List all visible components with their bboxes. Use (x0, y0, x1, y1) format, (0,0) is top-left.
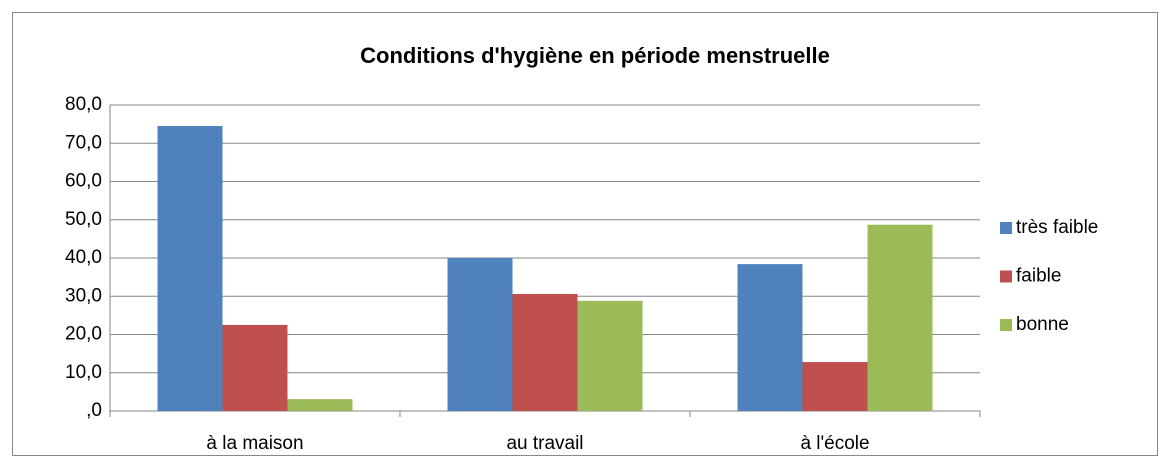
y-tick-label: 20,0 (65, 324, 102, 345)
y-tick-label: 70,0 (65, 132, 102, 153)
bar (867, 224, 933, 411)
bar (737, 264, 803, 411)
x-tick-label: à la maison (206, 433, 303, 454)
legend-label: bonne (1016, 314, 1069, 335)
bar (287, 399, 353, 411)
bar (577, 300, 643, 411)
y-tick-label: ,0 (86, 400, 102, 421)
legend-label: faible (1016, 266, 1061, 287)
legend-swatch (1000, 222, 1012, 234)
bar (222, 324, 288, 411)
y-tick-label: 50,0 (65, 209, 102, 230)
bar (157, 126, 223, 411)
legend-swatch (1000, 319, 1012, 331)
y-tick-label: 80,0 (65, 94, 102, 115)
y-tick-label: 30,0 (65, 285, 102, 306)
bar (512, 293, 578, 411)
bar (447, 258, 513, 411)
legend-swatch (1000, 270, 1012, 283)
y-tick-label: 60,0 (65, 171, 102, 192)
x-tick-label: à l'école (800, 433, 869, 454)
y-tick-label: 10,0 (65, 362, 102, 383)
x-tick-label: au travail (506, 433, 583, 454)
legend-label: très faible (1016, 217, 1098, 238)
bar (802, 362, 868, 411)
y-tick-label: 40,0 (65, 247, 102, 268)
chart-title: Conditions d'hygiène en période menstrue… (360, 43, 830, 68)
